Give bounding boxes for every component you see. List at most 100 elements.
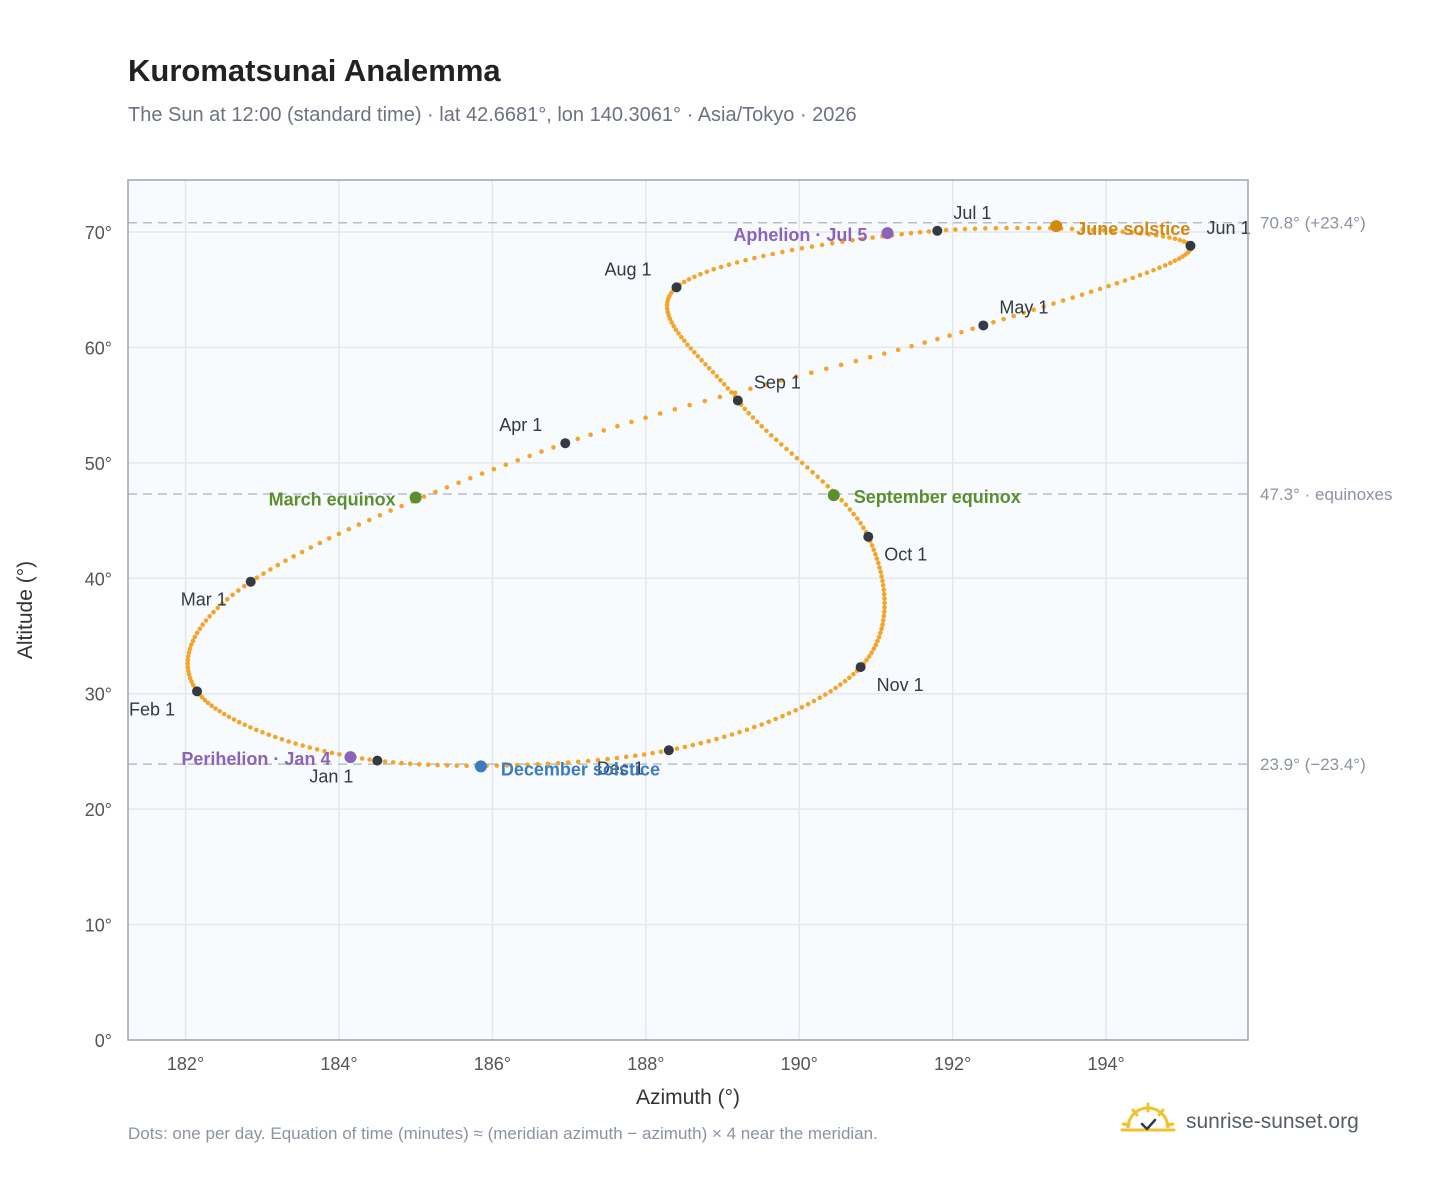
brand-name: sunrise-sunset.org [1186,1110,1359,1133]
day-dot [874,556,880,561]
day-dot [860,236,865,242]
day-dot [766,719,771,725]
month-marker [855,662,866,673]
day-dot [922,340,927,345]
day-dot [186,668,191,674]
x-tick-label: 186° [474,1054,511,1074]
day-dot [307,745,313,750]
day-dot [444,763,450,768]
day-dot [535,762,540,767]
day-dot [875,638,880,644]
x-tick-label: 182° [167,1054,204,1074]
month-marker [1185,240,1196,251]
day-dot [681,279,687,285]
day-dot [686,277,692,282]
day-dot [673,327,679,332]
day-dot [515,458,520,463]
plot-area [128,180,1248,1040]
day-dot [575,436,580,442]
day-dot [819,242,825,248]
day-dot [207,614,212,619]
day-dot [685,342,690,348]
brand[interactable]: sunrise-sunset.org [1120,1100,1359,1144]
day-dot [588,432,593,438]
day-dot [725,386,731,391]
event-marker [881,227,894,240]
day-dot [1031,307,1036,313]
day-dot [759,424,764,429]
day-dot [805,701,811,707]
day-dot [869,650,874,655]
day-dot [825,483,830,489]
footer-note: Dots: one per day. Equation of time (min… [128,1124,878,1143]
day-dot [815,474,820,480]
day-dot [754,419,760,425]
day-dot [479,471,485,476]
day-dot [641,752,647,757]
y-tick-label: 10° [85,916,112,936]
day-dot [873,642,879,648]
day-dot [388,508,393,513]
day-dot [565,760,571,765]
day-dot [202,697,208,703]
chart-title: Kuromatsunai Analemma [128,53,501,88]
month-label: Apr 1 [499,415,542,435]
day-dot [729,732,735,737]
day-dot [847,507,853,512]
day-dot [1137,272,1143,278]
day-dot [1070,295,1075,300]
day-dot [273,734,278,740]
day-dot [748,386,753,392]
day-dot [672,407,678,412]
event-marker [409,491,422,504]
event-marker [344,751,357,764]
day-dot [407,761,413,766]
month-label: Aug 1 [604,259,651,279]
day-dot [778,378,784,383]
day-dot [551,445,556,450]
day-dot [187,646,193,651]
y-tick-label: 50° [85,454,112,474]
day-dot [729,390,734,395]
day-dot [614,755,620,761]
day-dot [425,762,431,767]
day-dot [699,358,704,363]
day-dot [722,734,727,740]
day-dot [299,549,305,555]
day-dot [732,390,738,396]
day-dot [895,347,901,353]
day-dot [1069,226,1075,232]
day-dot [843,502,849,508]
day-dot [399,760,404,766]
day-dot [359,756,365,761]
axis-ticks: 182° 184° 186° 188° 190° 192° 194° 0° 10° 20° 30° 4… [85,223,1125,1074]
day-dot [317,540,323,546]
day-dot [809,244,815,249]
day-dot [585,758,591,764]
y-tick-label: 30° [85,685,112,705]
day-dot [1021,310,1026,316]
day-dot [993,225,999,231]
day-dot [185,661,190,667]
day-dot [828,689,833,694]
chart-subtitle: The Sun at 12:00 (standard time) · lat 4… [128,104,857,126]
day-dot [209,703,214,708]
reference-line-label: 70.8° (+23.4°) [1260,214,1366,233]
day-dot [1177,237,1183,243]
day-dot [1110,228,1116,234]
day-dot [810,469,815,475]
day-dot [205,700,211,706]
day-dot [236,719,242,725]
day-dot [799,246,805,251]
day-dot [926,229,932,234]
day-dot [190,638,196,644]
day-dot [491,466,497,472]
day-dot [879,574,884,579]
day-dot [1168,260,1173,266]
day-dot [710,370,716,375]
day-dot [743,257,748,263]
day-dot [704,269,710,275]
day-dot [1079,292,1085,298]
day-dot [1037,225,1042,231]
